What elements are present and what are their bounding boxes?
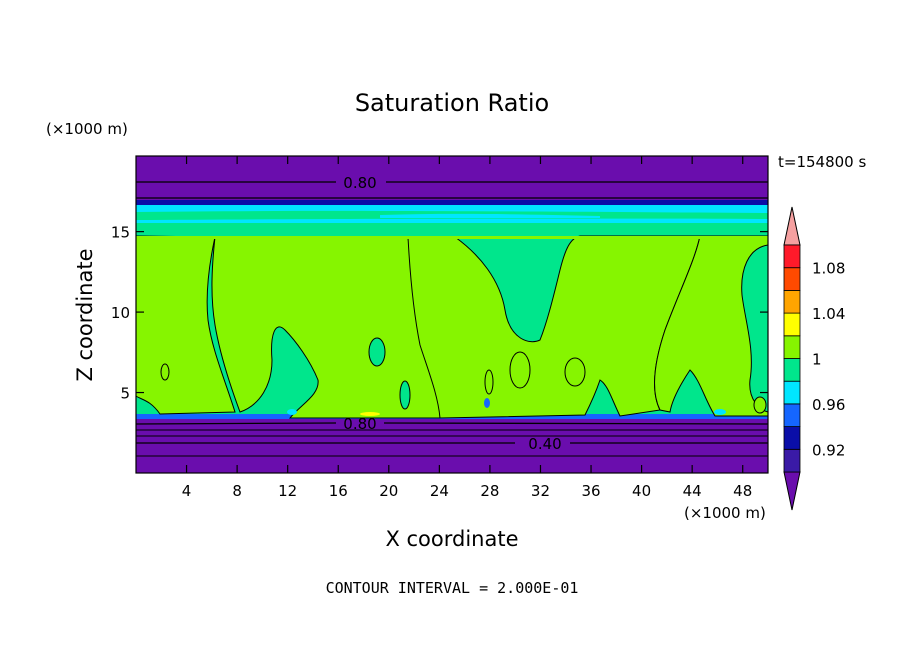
layer-top-dry xyxy=(136,156,768,202)
colorbar-label: 0.92 xyxy=(812,441,845,459)
plot-frame xyxy=(135,155,769,474)
x-tick-label: 36 xyxy=(581,482,600,500)
colorbar-under-triangle xyxy=(783,471,801,511)
cyan-inner-band-2 xyxy=(380,213,600,218)
colorbar-band xyxy=(783,358,801,382)
x-tick-label: 4 xyxy=(182,482,192,500)
layer-bottom-dry xyxy=(136,418,768,473)
x-unit-label: (×1000 m) xyxy=(684,504,766,522)
time-label: t=154800 s xyxy=(778,153,866,171)
colorbar-band xyxy=(783,426,801,450)
blob-5 xyxy=(564,357,586,387)
x-tick-label: 16 xyxy=(329,482,348,500)
colorbar-band xyxy=(783,244,801,269)
yellow-spot xyxy=(360,412,380,416)
x-axis-label: X coordinate xyxy=(385,527,518,551)
footer-label: CONTOUR INTERVAL = 2.000E-01 xyxy=(326,579,579,597)
contour-bot-1 xyxy=(135,422,769,425)
plume-top-strip xyxy=(136,236,768,239)
contour-label-bottom: 0.40 xyxy=(528,435,561,453)
blob-3 xyxy=(160,363,170,381)
colorbar-band xyxy=(783,312,801,337)
colorbar-band xyxy=(783,267,801,291)
colorbar-label: 1.08 xyxy=(812,260,845,278)
x-tick-label: 20 xyxy=(379,482,398,500)
colorbar-band xyxy=(783,289,801,314)
x-tick-label: 24 xyxy=(430,482,449,500)
y-tick-label: 10 xyxy=(111,304,130,322)
colorbar-label: 1 xyxy=(812,351,822,369)
y-tick-label: 15 xyxy=(111,224,130,242)
x-tick-label: 32 xyxy=(531,482,550,500)
blob-6 xyxy=(484,369,494,395)
blob-4 xyxy=(509,351,531,389)
plume-4 xyxy=(654,235,769,417)
colorbar-band xyxy=(783,380,801,405)
y-unit-label: (×1000 m) xyxy=(46,120,128,138)
colorbar: 0.92 0.96 1 1.04 1.08 xyxy=(783,206,845,511)
y-tick-label: 5 xyxy=(120,385,130,403)
x-axis-ticks: 4 8 12 16 20 24 28 32 36 40 44 48 xyxy=(182,156,752,500)
layer-blue-band xyxy=(136,200,768,206)
blob-1 xyxy=(368,337,386,367)
x-tick-label: 8 xyxy=(232,482,242,500)
chart-title: Saturation Ratio xyxy=(355,89,549,117)
blue-spot-1 xyxy=(484,398,490,408)
blob-7 xyxy=(753,396,767,414)
y-axis-label: Z coordinate xyxy=(73,248,97,381)
colorbar-band xyxy=(783,448,801,473)
contour-label-top: 0.80 xyxy=(343,174,376,192)
colorbar-label: 0.96 xyxy=(812,396,845,414)
x-tick-label: 44 xyxy=(683,482,702,500)
colorbar-band xyxy=(783,335,801,359)
colorbar-band xyxy=(783,403,801,427)
x-tick-label: 12 xyxy=(278,482,297,500)
blue-spot-3 xyxy=(287,409,297,415)
colorbar-over-triangle xyxy=(783,206,801,246)
blob-2 xyxy=(399,380,411,410)
contour-label-mid: 0.80 xyxy=(343,415,376,433)
contour-field: 0.80 0.80 0.40 xyxy=(135,156,769,473)
colorbar-label: 1.04 xyxy=(812,305,845,323)
x-tick-label: 40 xyxy=(632,482,651,500)
x-tick-label: 28 xyxy=(480,482,499,500)
blue-spot-2 xyxy=(714,409,726,415)
y-axis-ticks: 5 10 15 xyxy=(111,224,768,403)
x-tick-label: 48 xyxy=(733,482,752,500)
